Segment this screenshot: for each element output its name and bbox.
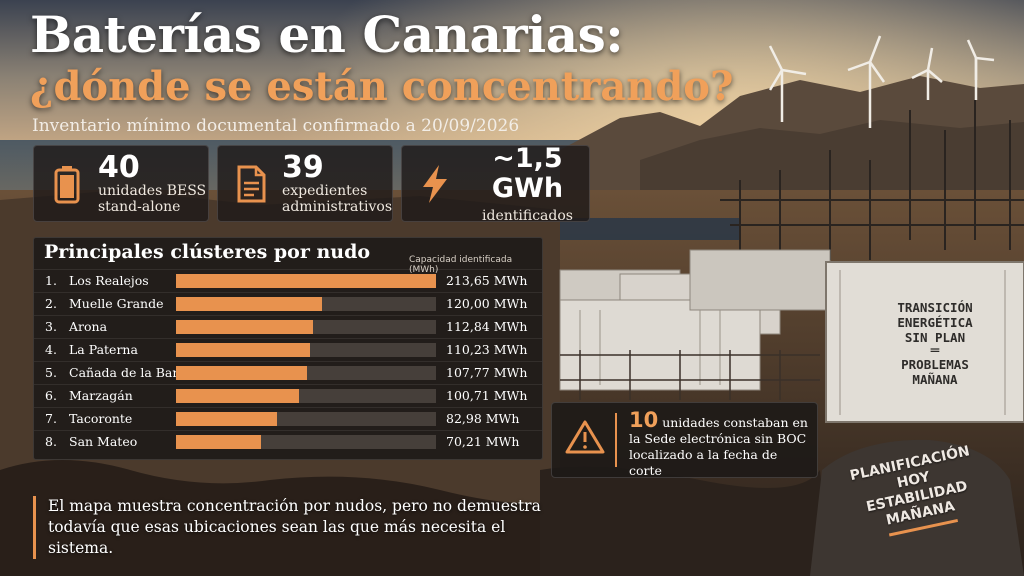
ranking-row: 8. San Mateo 70,21 MWh bbox=[34, 430, 542, 453]
stat-card-gwh: ~1,5 GWh identificados bbox=[401, 142, 590, 224]
row-bar bbox=[176, 274, 436, 288]
row-bar-track bbox=[176, 412, 436, 426]
row-bar-track bbox=[176, 366, 436, 380]
sign-line: SIN PLAN bbox=[904, 330, 966, 345]
stat-label: unidades BESS bbox=[98, 182, 207, 199]
warning-text: 10 unidades constaban en la Sede electró… bbox=[629, 410, 814, 479]
page-title-question: ¿dónde se están concentrando? bbox=[30, 63, 734, 110]
stat-label: expedientes bbox=[282, 182, 368, 199]
equals-sign: ═ bbox=[930, 343, 940, 359]
stat-card-bess: 40 unidades BESS stand-alone bbox=[33, 145, 209, 222]
row-bar-track bbox=[176, 297, 436, 311]
row-bar-track bbox=[176, 343, 436, 357]
row-bar bbox=[176, 412, 277, 426]
stat-label: identificados bbox=[482, 207, 573, 224]
stat-value: ~1,5 GWh bbox=[491, 142, 564, 204]
ranking-row: 6. Marzagán 100,71 MWh bbox=[34, 384, 542, 407]
stat-value: 40 bbox=[98, 149, 140, 185]
cluster-ranking-panel: Principales clústeres por nudo Capacidad… bbox=[33, 237, 543, 460]
row-value: 213,65 MWh bbox=[446, 273, 528, 288]
row-rank: 6. bbox=[45, 388, 57, 403]
row-name: Arona bbox=[69, 319, 108, 334]
battery-icon bbox=[54, 165, 80, 203]
sign-line: ENERGÉTICA bbox=[897, 315, 973, 330]
row-rank: 2. bbox=[45, 296, 57, 311]
row-value: 100,71 MWh bbox=[446, 388, 528, 403]
stat-label: administrativos bbox=[282, 198, 393, 215]
row-value: 112,84 MWh bbox=[446, 319, 528, 334]
row-bar-track bbox=[176, 435, 436, 449]
row-bar-track bbox=[176, 389, 436, 403]
row-name: Cañada de la Barca bbox=[69, 365, 193, 380]
column-caption: Capacidad identificada (MWh) bbox=[409, 255, 513, 275]
row-name: La Paterna bbox=[69, 342, 138, 357]
row-rank: 4. bbox=[45, 342, 57, 357]
row-rank: 1. bbox=[45, 273, 57, 288]
warning-description: unidades constaban en la Sede electrónic… bbox=[629, 415, 808, 478]
row-bar bbox=[176, 435, 261, 449]
container-sign: TRANSICIÓN ENERGÉTICA SIN PLAN ═ PROBLEM… bbox=[880, 300, 990, 387]
row-name: San Mateo bbox=[69, 434, 138, 449]
row-bar-track bbox=[176, 274, 436, 288]
row-bar bbox=[176, 297, 322, 311]
row-rank: 5. bbox=[45, 365, 57, 380]
row-bar bbox=[176, 366, 307, 380]
row-value: 120,00 MWh bbox=[446, 296, 528, 311]
stat-card-expedientes: 39 expedientes administrativos bbox=[217, 145, 393, 222]
sign-line: MAÑANA bbox=[912, 372, 958, 387]
ranking-row: 1. Los Realejos 213,65 MWh bbox=[34, 269, 542, 292]
sign-line: TRANSICIÓN bbox=[897, 300, 973, 315]
row-name: Los Realejos bbox=[69, 273, 149, 288]
footnote: El mapa muestra concentración por nudos,… bbox=[33, 496, 548, 559]
ranking-row: 3. Arona 112,84 MWh bbox=[34, 315, 542, 338]
sign-line: PROBLEMAS bbox=[901, 357, 969, 372]
ranking-row: 4. La Paterna 110,23 MWh bbox=[34, 338, 542, 361]
warning-icon bbox=[565, 420, 605, 454]
row-rank: 7. bbox=[45, 411, 57, 426]
row-bar bbox=[176, 343, 310, 357]
row-bar bbox=[176, 320, 313, 334]
ranking-row: 5. Cañada de la Barca 107,77 MWh bbox=[34, 361, 542, 384]
panel-title: Principales clústeres por nudo bbox=[44, 241, 371, 263]
page-subtitle: Inventario mínimo documental confirmado … bbox=[32, 116, 520, 136]
document-icon bbox=[237, 165, 266, 202]
stat-value: 39 bbox=[282, 149, 324, 185]
row-name: Marzagán bbox=[69, 388, 133, 403]
row-rank: 3. bbox=[45, 319, 57, 334]
page-title: Baterías en Canarias: bbox=[30, 5, 624, 64]
footnote-line: El mapa muestra concentración por nudos,… bbox=[48, 497, 541, 515]
warning-box: 10 unidades constaban en la Sede electró… bbox=[551, 402, 818, 478]
row-name: Tacoronte bbox=[69, 411, 133, 426]
row-value: 110,23 MWh bbox=[446, 342, 528, 357]
row-value: 107,77 MWh bbox=[446, 365, 528, 380]
row-bar-track bbox=[176, 320, 436, 334]
ranking-row: 7. Tacoronte 82,98 MWh bbox=[34, 407, 542, 430]
ranking-row: 2. Muelle Grande 120,00 MWh bbox=[34, 292, 542, 315]
stat-label: stand-alone bbox=[98, 198, 181, 215]
row-name: Muelle Grande bbox=[69, 296, 164, 311]
row-value: 70,21 MWh bbox=[446, 434, 520, 449]
divider bbox=[615, 413, 617, 467]
lightning-icon bbox=[423, 164, 447, 203]
row-bar bbox=[176, 389, 299, 403]
warning-number: 10 bbox=[629, 408, 659, 432]
row-value: 82,98 MWh bbox=[446, 411, 520, 426]
footnote-line: todavía que esas ubicaciones sean las qu… bbox=[48, 518, 506, 557]
row-rank: 8. bbox=[45, 434, 57, 449]
